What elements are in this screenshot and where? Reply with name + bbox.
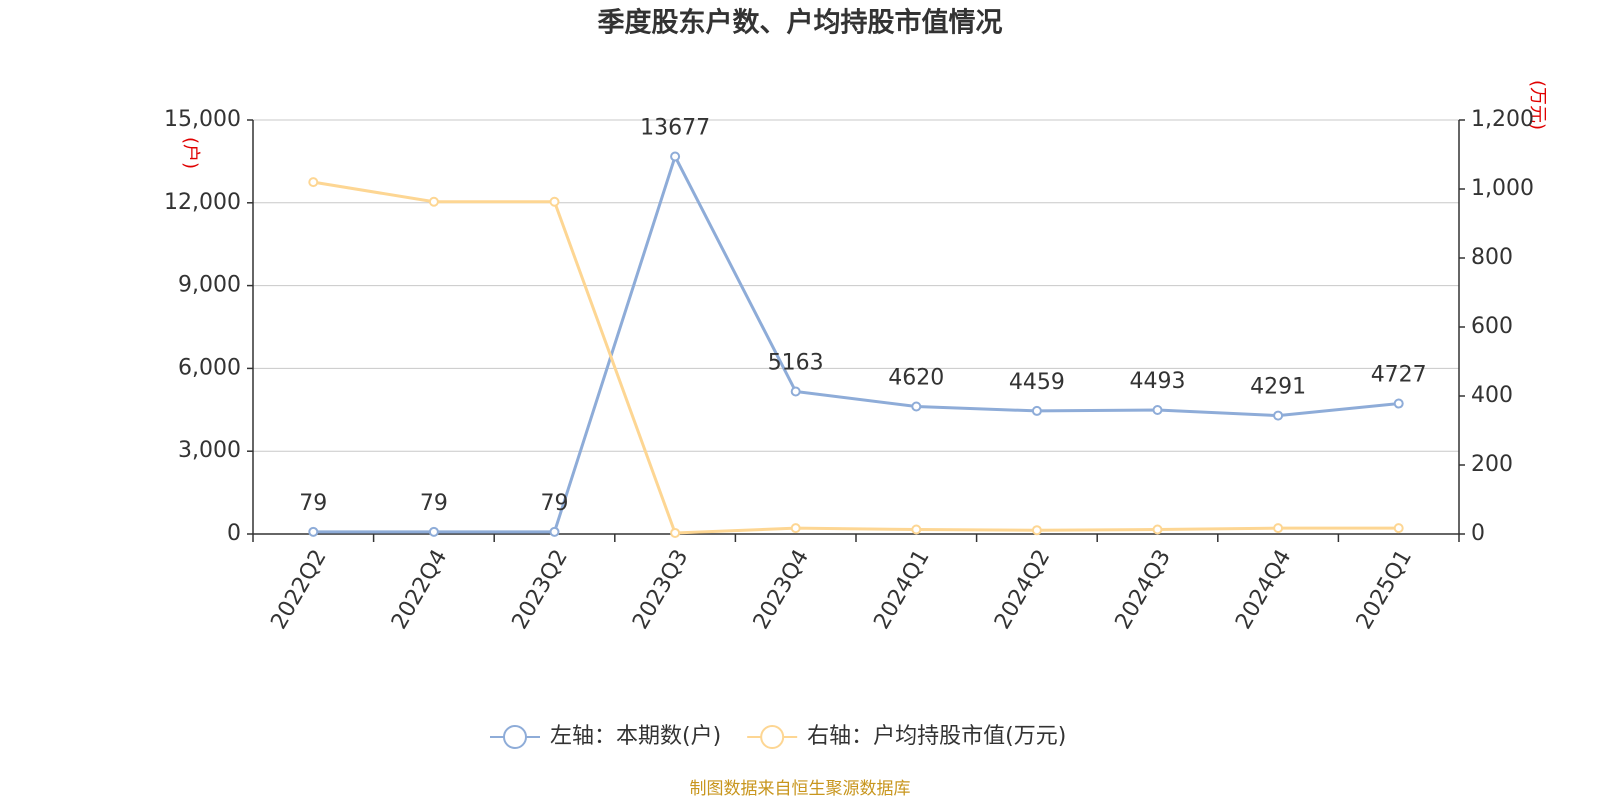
x-tick-label: 2024Q1 (869, 546, 934, 634)
legend-label: 左轴：本期数(户) (550, 724, 721, 749)
data-label: 79 (541, 491, 569, 516)
y-tick-label: 15,000 (164, 107, 241, 132)
x-tick-label: 2022Q4 (387, 546, 452, 634)
data-point (1031, 525, 1042, 536)
data-point (1393, 523, 1404, 534)
x-tick-label: 2022Q2 (266, 546, 331, 634)
data-point (1393, 398, 1404, 409)
data-point (670, 151, 681, 162)
data-point (308, 177, 319, 188)
x-tick-label: 2024Q2 (990, 546, 1055, 634)
y-axis-title: (户) (180, 137, 201, 169)
series-line (313, 180, 1399, 535)
y-tick-label: 12,000 (164, 190, 241, 215)
x-tick-label: 2024Q3 (1111, 546, 1176, 634)
y-tick-label: 0 (227, 521, 241, 546)
x-tick-label: 2024Q4 (1231, 546, 1296, 634)
legend-marker (503, 725, 527, 749)
data-label: 4493 (1130, 369, 1186, 394)
data-label: 4459 (1009, 370, 1065, 395)
data-label: 4291 (1250, 375, 1306, 400)
data-point (911, 401, 922, 412)
data-point (1031, 405, 1042, 416)
x-tick-label: 2023Q3 (628, 546, 693, 634)
y-tick-label: 6,000 (178, 355, 241, 380)
y2-tick-label: 600 (1471, 314, 1513, 339)
data-point (911, 524, 922, 535)
data-label: 79 (299, 491, 327, 516)
y2-tick-label: 400 (1471, 383, 1513, 408)
data-label: 4727 (1371, 363, 1427, 388)
data-point (1273, 410, 1284, 421)
y2-axis-title: (万元) (1527, 80, 1548, 130)
data-label: 5163 (768, 351, 824, 376)
data-point (670, 527, 681, 538)
series-line (313, 152, 1399, 534)
chart-title: 季度股东户数、户均持股市值情况 (598, 7, 1003, 39)
source-note: 制图数据来自恒生聚源数据库 (690, 779, 911, 799)
data-point (549, 196, 560, 207)
legend-label: 右轴：户均持股市值(万元) (807, 724, 1066, 749)
y2-tick-label: 1,200 (1471, 107, 1534, 132)
data-point (549, 526, 560, 537)
data-label: 79 (420, 491, 448, 516)
y2-tick-label: 200 (1471, 452, 1513, 477)
data-label: 13677 (640, 116, 710, 141)
data-point (1152, 404, 1163, 415)
y-tick-label: 9,000 (178, 273, 241, 298)
y-tick-label: 3,000 (178, 438, 241, 463)
y2-tick-label: 800 (1471, 245, 1513, 270)
x-tick-label: 2023Q2 (508, 546, 573, 634)
data-label: 4620 (888, 365, 944, 390)
legend-marker (760, 725, 785, 749)
data-point (1152, 524, 1163, 535)
x-tick-label: 2025Q1 (1352, 546, 1417, 634)
data-point (428, 196, 439, 207)
y2-tick-label: 0 (1471, 521, 1485, 546)
data-point (790, 386, 801, 397)
data-point (790, 523, 801, 534)
data-point (428, 526, 439, 537)
data-point (1273, 523, 1284, 534)
y2-tick-label: 1,000 (1471, 176, 1534, 201)
data-point (308, 526, 319, 537)
x-tick-label: 2023Q4 (749, 546, 814, 634)
